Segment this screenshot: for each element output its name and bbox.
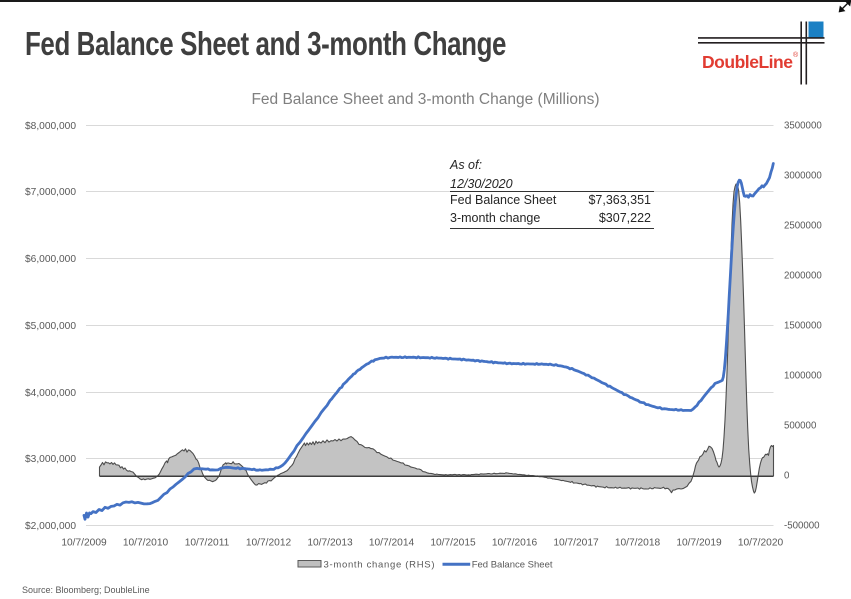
svg-text:10/7/2012: 10/7/2012 [246,538,292,549]
svg-text:$6,000,000: $6,000,000 [25,254,76,265]
svg-text:2500000: 2500000 [784,221,822,232]
svg-text:0: 0 [784,471,790,482]
svg-text:®: ® [793,51,799,59]
svg-text:1500000: 1500000 [784,321,822,332]
svg-text:$8,000,000: $8,000,000 [25,121,76,132]
svg-text:500000: 500000 [784,421,817,432]
svg-text:10/7/2010: 10/7/2010 [123,538,169,549]
svg-text:DoubleLine: DoubleLine [702,52,793,72]
svg-text:10/7/2013: 10/7/2013 [307,538,353,549]
svg-text:3500000: 3500000 [784,121,822,132]
svg-text:10/7/2017: 10/7/2017 [553,538,599,549]
svg-text:2000000: 2000000 [784,271,822,282]
svg-text:10/7/2018: 10/7/2018 [615,538,661,549]
svg-text:-500000: -500000 [784,521,820,532]
svg-text:10/7/2015: 10/7/2015 [430,538,476,549]
svg-text:$4,000,000: $4,000,000 [25,388,76,399]
svg-text:$3,000,000: $3,000,000 [25,454,76,465]
svg-text:$7,000,000: $7,000,000 [25,187,76,198]
svg-text:10/7/2019: 10/7/2019 [676,538,722,549]
svg-text:$5,000,000: $5,000,000 [25,321,76,332]
svg-text:10/7/2014: 10/7/2014 [369,538,415,549]
svg-text:10/7/2009: 10/7/2009 [61,538,107,549]
svg-text:3-month change (RHS): 3-month change (RHS) [324,560,436,571]
svg-text:10/7/2011: 10/7/2011 [185,538,230,549]
svg-text:$2,000,000: $2,000,000 [25,521,76,532]
svg-text:10/7/2016: 10/7/2016 [492,538,538,549]
svg-text:10/7/2020: 10/7/2020 [738,538,784,549]
svg-text:1000000: 1000000 [784,371,822,382]
svg-text:Fed Balance Sheet: Fed Balance Sheet [472,560,553,571]
svg-text:3000000: 3000000 [784,171,822,182]
